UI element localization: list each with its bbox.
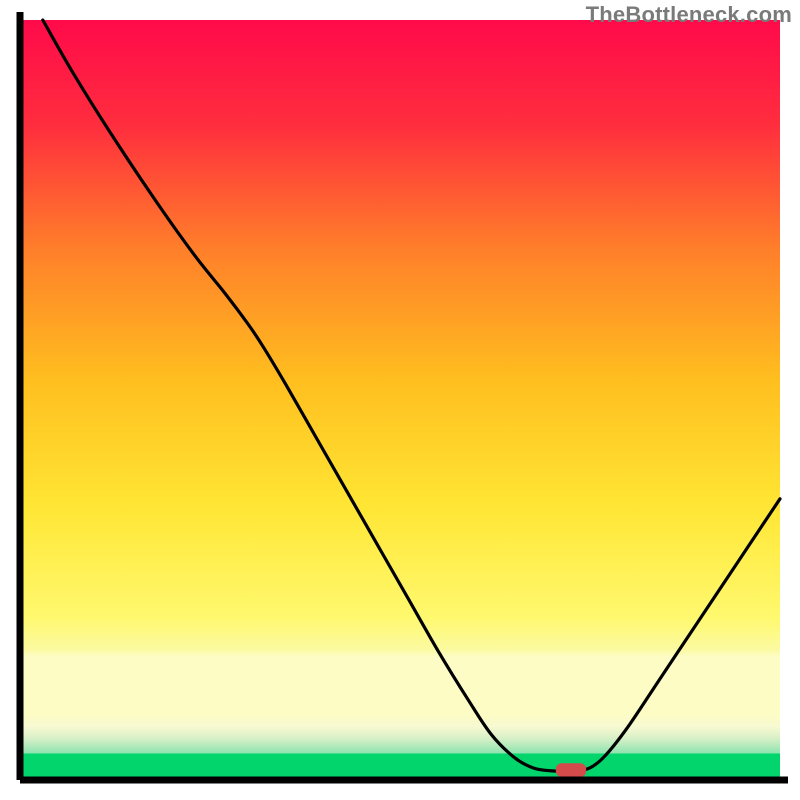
chart-container: TheBottleneck.com bbox=[0, 0, 800, 800]
optimum-marker bbox=[556, 763, 586, 777]
watermark-text: TheBottleneck.com bbox=[586, 2, 792, 28]
heat-gradient-bg bbox=[20, 20, 780, 715]
green-strip bbox=[20, 753, 780, 780]
pale-band bbox=[20, 715, 780, 753]
bottleneck-curve-chart bbox=[0, 0, 800, 800]
